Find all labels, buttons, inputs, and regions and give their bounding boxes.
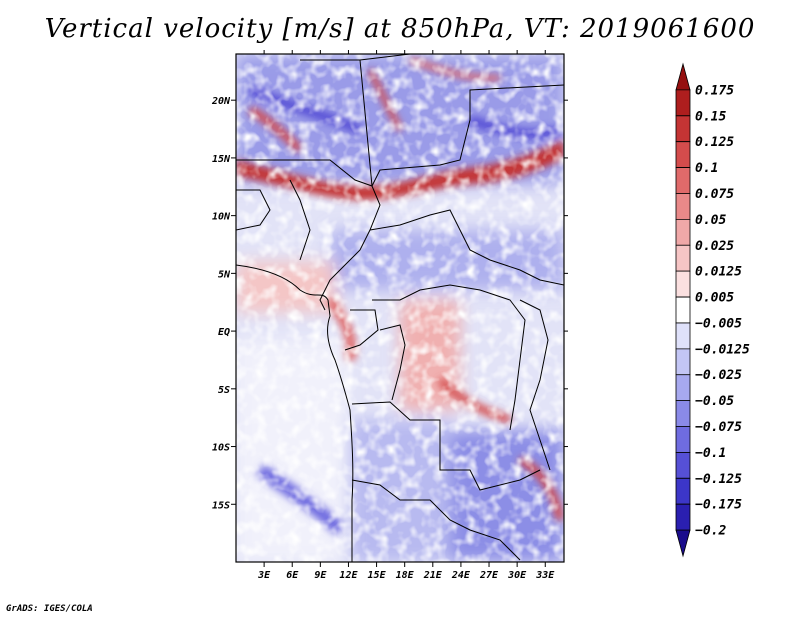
colorbar-label: 0.005 [695, 291, 734, 306]
colorbar-segment [675, 426, 691, 453]
colorbar-label: 0.1 [695, 161, 718, 176]
plot-title: Vertical velocity [m/s] at 850hPa, VT: 2… [44, 14, 756, 44]
colorbar-label: −0.025 [695, 368, 742, 383]
border-nigeria-cameroon [319, 185, 381, 311]
y-tick-label: 10S [212, 443, 230, 454]
colorbar-label: −0.175 [695, 498, 742, 513]
y-tick-label: EQ [218, 327, 230, 338]
colorbar-label: 0.175 [695, 83, 734, 98]
border-ghana [289, 179, 311, 261]
border-gabon [344, 309, 379, 351]
colorbar-label: −0.005 [695, 316, 742, 331]
colorbar-label: 0.025 [695, 239, 734, 254]
border-sahel [236, 84, 564, 187]
colorbar-segment [675, 529, 691, 558]
y-tick-label: 20N [211, 96, 231, 107]
colorbar-segment [675, 400, 691, 427]
colorbar-label: −0.075 [695, 420, 742, 435]
colorbar-segment [675, 503, 691, 531]
colorbar-label: −0.2 [695, 524, 726, 539]
x-tick-label: 3E [257, 570, 271, 581]
y-tick-label: 15N [212, 154, 231, 165]
x-tick-label: 33E [535, 570, 555, 581]
coastline-west [236, 264, 354, 562]
colorbar-segment [675, 374, 691, 402]
colorbar-label: 0.125 [695, 135, 734, 150]
colorbar-segment [675, 452, 691, 479]
colorbar-segment [675, 322, 691, 350]
colorbar-segment [675, 141, 691, 168]
x-tick-label: 12E [339, 570, 358, 581]
colorbar-segment [675, 348, 691, 376]
colorbar-segment [675, 477, 691, 505]
border-congo [379, 324, 406, 401]
y-tick-label: 10N [212, 212, 231, 223]
colorbar-label: 0.05 [695, 213, 726, 228]
border-angola-zambia [351, 401, 541, 491]
x-tick-label: 24E [451, 570, 471, 581]
y-tick-label: 15S [212, 500, 230, 511]
border-guinea [236, 189, 271, 231]
colorbar-label: 0.0125 [695, 265, 742, 280]
colorbar-segment [675, 89, 691, 117]
colorbar-label: −0.1 [695, 446, 726, 461]
colorbar-segment [675, 62, 691, 91]
colorbar-segment [675, 270, 691, 298]
y-axis: 20N 15N 10N 5N EQ 5S 10S 15S [211, 96, 568, 511]
border-car-sudan [369, 209, 564, 286]
border-north [300, 54, 411, 187]
grads-credit: GrADS: IGES/COLA [6, 604, 93, 614]
border-drc-north [372, 284, 526, 431]
field-noise [236, 54, 564, 562]
x-tick-label: 30E [507, 570, 527, 581]
colorbar-segment [675, 218, 691, 246]
border-lakes [519, 299, 551, 471]
colorbar: 0.175 0.15 0.125 0.1 0.075 0.05 0.025 0.0125 0.0… [675, 62, 750, 558]
colorbar-segment [675, 244, 691, 272]
colorbar-label: −0.125 [695, 472, 742, 487]
x-tick-label: 21E [423, 570, 443, 581]
colorbar-label: −0.0125 [695, 342, 750, 357]
colorbar-segment [675, 167, 691, 194]
colorbar-label: −0.05 [695, 394, 734, 409]
x-tick-label: 18E [396, 570, 415, 581]
x-axis: 3E 6E 9E 12E 15E 18E 21E 24E 27E 30E 33E [257, 50, 555, 581]
velocity-field [236, 54, 564, 562]
colorbar-segment [675, 296, 691, 324]
x-tick-label: 27E [479, 570, 499, 581]
colorbar-segment [675, 193, 691, 220]
colorbar-label: 0.15 [695, 109, 726, 124]
colorbar-segment [675, 115, 691, 143]
x-tick-label: 15E [368, 570, 387, 581]
country-borders [236, 54, 564, 562]
x-tick-label: 9E [314, 570, 327, 581]
border-namibia [351, 479, 521, 561]
map-frame [235, 53, 565, 563]
y-tick-label: 5S [218, 385, 230, 396]
colorbar-label: 0.075 [695, 187, 734, 202]
y-tick-label: 5N [218, 269, 231, 280]
x-tick-label: 6E [286, 570, 299, 581]
